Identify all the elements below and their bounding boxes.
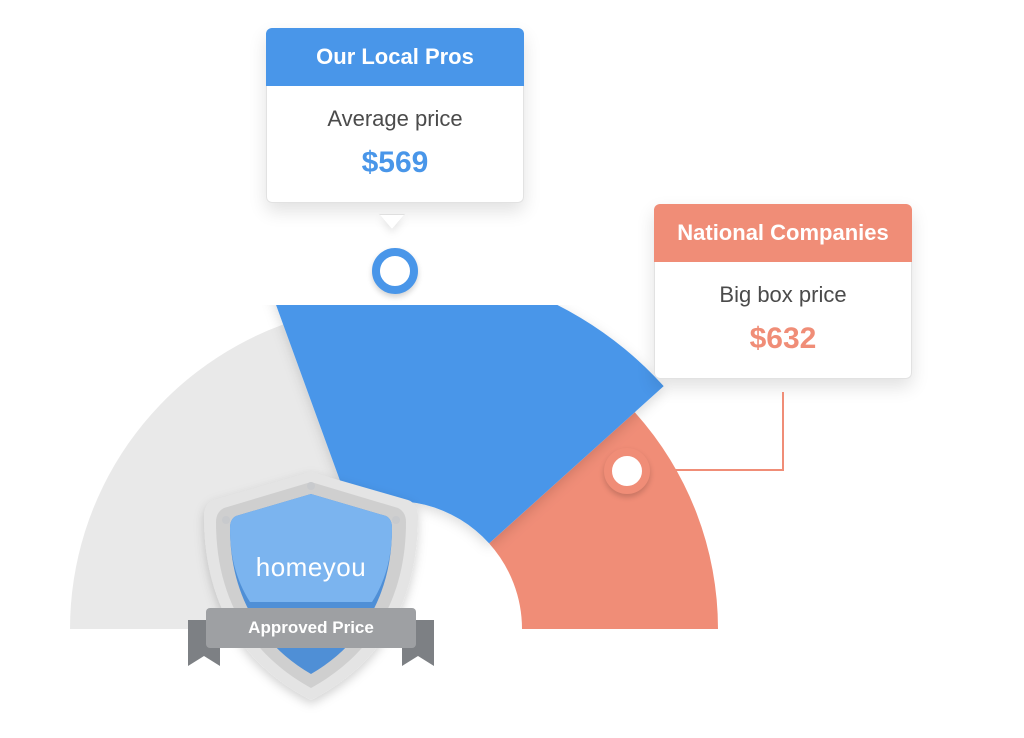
approved-price-badge: homeyou Approved Price [186,466,436,716]
leader-line-national [0,0,1024,738]
anchor-dot-national [604,448,650,494]
price-comparison-infographic: Our Local Pros Average price $569 Nation… [0,0,1024,738]
badge-ribbon-text: Approved Price [186,618,436,638]
badge-brand: homeyou [186,552,436,583]
